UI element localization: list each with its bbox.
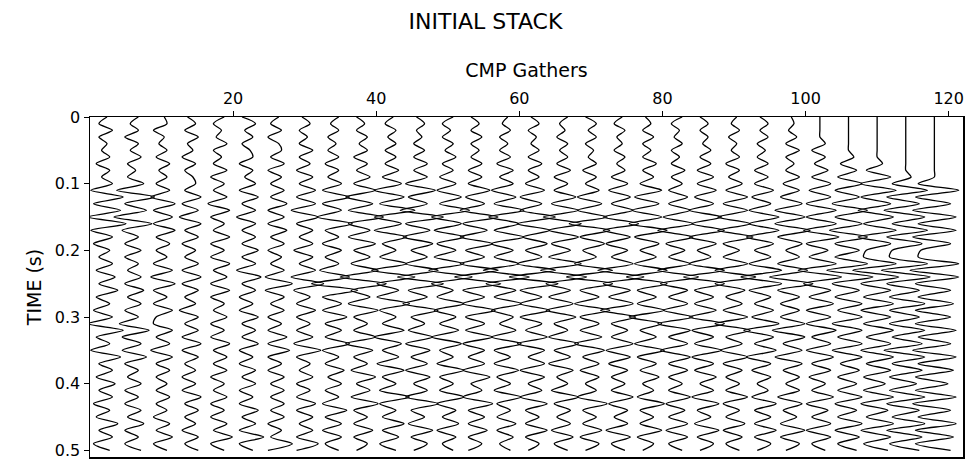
svg-text:0.1: 0.1	[55, 174, 80, 193]
svg-text:0.2: 0.2	[55, 241, 80, 260]
svg-text:0.5: 0.5	[55, 441, 80, 460]
svg-text:60: 60	[509, 89, 529, 108]
svg-text:0: 0	[70, 108, 80, 127]
svg-text:CMP Gathers: CMP Gathers	[465, 59, 587, 81]
svg-text:40: 40	[366, 89, 386, 108]
svg-text:80: 80	[652, 89, 672, 108]
svg-text:0.4: 0.4	[55, 374, 80, 393]
svg-text:120: 120	[933, 89, 964, 108]
svg-text:20: 20	[223, 89, 243, 108]
svg-text:100: 100	[790, 89, 821, 108]
svg-text:TIME (s): TIME (s)	[23, 249, 45, 326]
svg-text:0.3: 0.3	[55, 308, 80, 327]
svg-text:INITIAL STACK: INITIAL STACK	[409, 9, 563, 34]
